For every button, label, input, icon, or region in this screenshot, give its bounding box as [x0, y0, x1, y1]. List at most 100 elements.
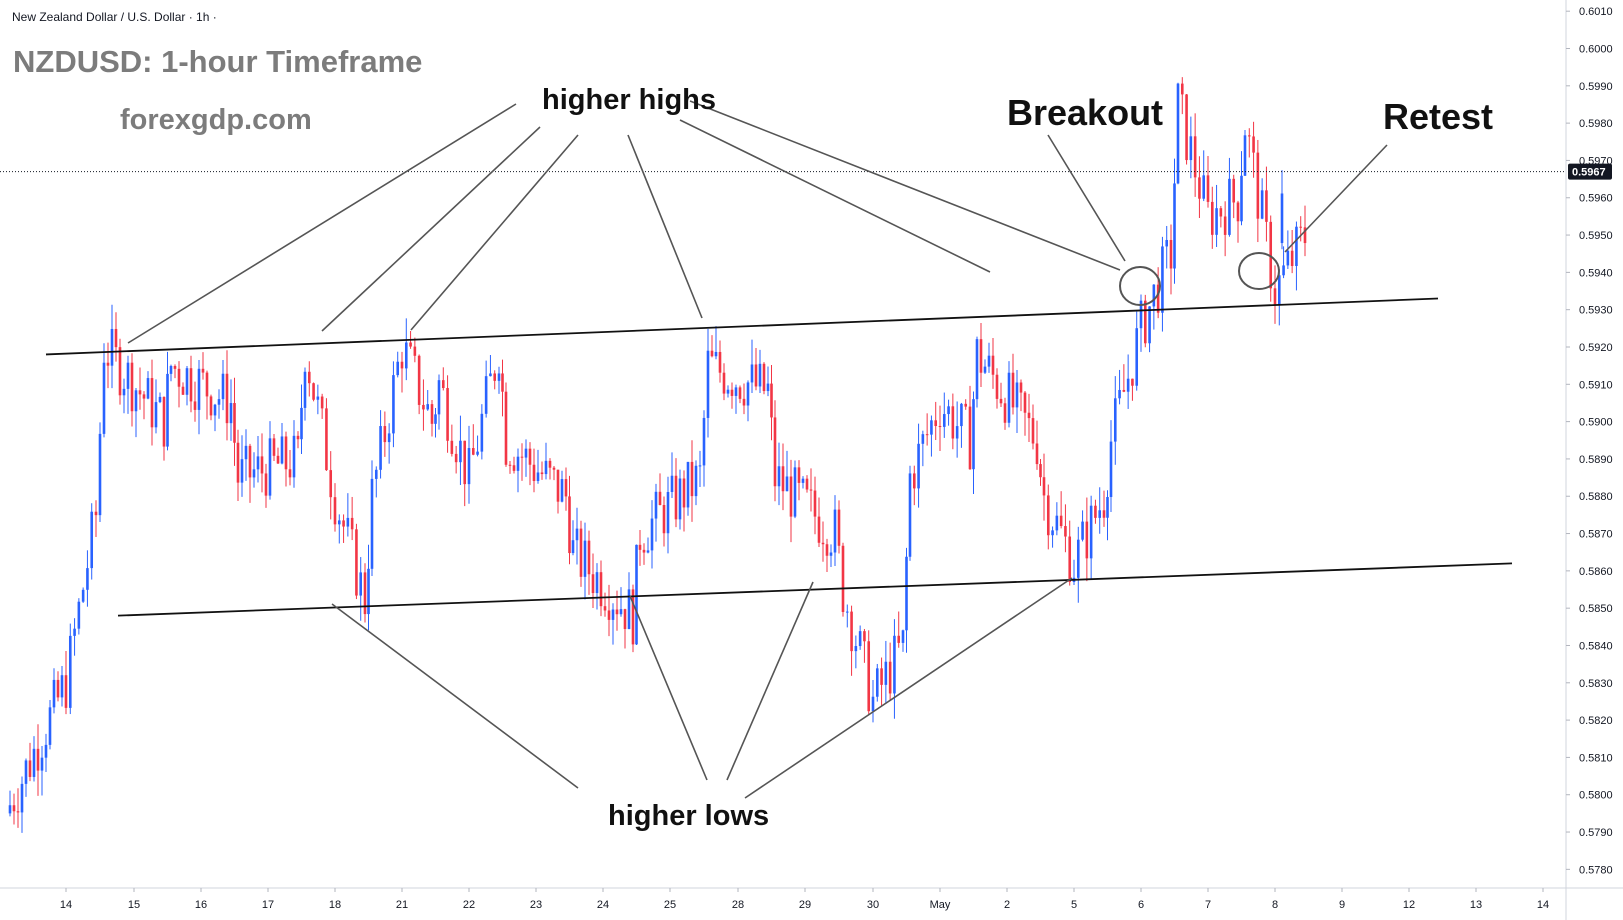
candle-down [968, 406, 972, 470]
candle-up [627, 589, 631, 630]
annotation-pointer [679, 119, 991, 273]
candle-up [1055, 515, 1059, 531]
candle-up [68, 635, 72, 708]
candle-up [1113, 398, 1117, 442]
candle-down [528, 448, 532, 465]
candle-down [722, 372, 726, 394]
candle-down [979, 339, 983, 373]
candle-up [77, 601, 81, 629]
price-tick-label: 0.6010 [1579, 6, 1613, 18]
candle-down [1185, 94, 1188, 161]
price-tick-label: 0.5990 [1579, 81, 1613, 93]
price-tick-label: 0.5880 [1579, 491, 1613, 503]
candle-down [150, 378, 154, 428]
candle-up [86, 568, 89, 590]
candle-down [1003, 403, 1007, 423]
candle-up [60, 675, 64, 698]
candle-up [619, 609, 623, 615]
candle-down [493, 373, 497, 381]
candle-up [777, 466, 781, 487]
candle-up [134, 390, 138, 412]
price-tick-label: 0.5840 [1579, 640, 1613, 652]
candle-up [1202, 175, 1206, 199]
candle-up [1282, 265, 1285, 276]
candle-up [292, 435, 296, 478]
candle-down [417, 355, 421, 405]
candle-down [193, 401, 197, 410]
candle-up [404, 342, 408, 369]
candle-up [48, 707, 52, 745]
candle-up [829, 552, 833, 556]
candle-up [942, 414, 946, 427]
candle-down [28, 760, 32, 777]
candle-down [162, 396, 166, 447]
last-price-tag-bg [1568, 163, 1612, 180]
candle-down [329, 470, 333, 498]
candle-up [1173, 183, 1176, 269]
candle-down [181, 386, 185, 395]
time-tick-label: 22 [463, 899, 475, 911]
price-tick-label: 0.5860 [1579, 566, 1613, 578]
candle-down [912, 473, 916, 489]
candle-up [426, 404, 430, 410]
candle-up [646, 550, 650, 553]
candle-up [467, 448, 471, 485]
candle-up [983, 366, 987, 373]
price-tick-label: 0.5960 [1579, 193, 1613, 205]
candle-down [342, 520, 345, 527]
candle-down [1085, 521, 1089, 559]
candle-up [1189, 136, 1193, 161]
time-tick-label: 14 [60, 899, 72, 911]
candle-down [520, 456, 524, 458]
candle-down [1035, 443, 1039, 465]
candle-down [1198, 177, 1201, 199]
candle-up [930, 420, 933, 435]
candle-up [905, 556, 908, 631]
price-tick-label: 0.5870 [1579, 529, 1613, 541]
annotation-retest: Retest [1383, 96, 1494, 137]
candle-up [1295, 226, 1298, 267]
trendlines [0, 100, 1566, 799]
candle-up [698, 465, 702, 467]
candle-down [276, 455, 280, 464]
candle-up [1277, 275, 1281, 306]
candle-up [1051, 530, 1054, 536]
annotation-higher-highs: higher highs [542, 84, 716, 116]
candle-up [611, 609, 615, 620]
candle-down [738, 387, 742, 399]
candle-up [303, 371, 307, 408]
candle-up [854, 646, 858, 652]
annotation-pointer [1047, 134, 1126, 262]
candle-up [268, 438, 272, 496]
candle-down [568, 496, 571, 554]
price-axis: 0.60100.60000.59900.59800.59700.59600.59… [60, 6, 1613, 911]
candle-up [1161, 246, 1164, 313]
annotation-pointer [689, 100, 1121, 271]
price-tick-label: 0.6000 [1579, 44, 1613, 56]
candle-down [1094, 505, 1097, 518]
retest-circle [1238, 252, 1280, 290]
candle-down [1023, 392, 1027, 413]
price-tick-label: 0.5780 [1579, 864, 1613, 876]
candle-up [595, 572, 599, 594]
time-tick-label: 5 [1071, 899, 1077, 911]
candle-down [1031, 418, 1035, 444]
candle-down [951, 406, 955, 439]
candle-up [987, 355, 991, 367]
time-tick-label: 28 [732, 899, 744, 911]
candle-down [233, 403, 236, 443]
candle-down [1011, 372, 1015, 408]
candle-up [686, 461, 690, 508]
candle-down [718, 351, 722, 373]
candle-up [256, 456, 260, 470]
candle-down [587, 540, 591, 575]
candle-up [126, 362, 130, 389]
breakout-circle [1119, 266, 1161, 306]
candle-down [430, 404, 434, 424]
candle-up [1165, 239, 1169, 247]
candle-up [536, 472, 540, 481]
candle-up [884, 661, 888, 685]
time-tick-label: 25 [664, 899, 676, 911]
